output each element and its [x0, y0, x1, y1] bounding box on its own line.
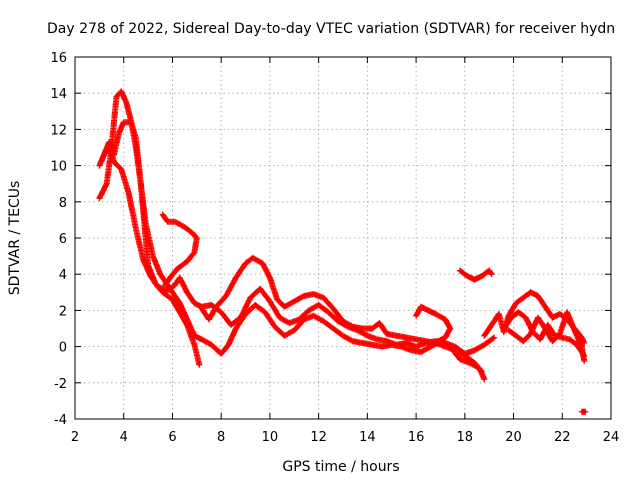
data-series-track-5	[198, 254, 485, 375]
x-tick-label: 4	[120, 430, 128, 445]
x-tick-label: 16	[408, 430, 425, 445]
y-tick-label: 14	[50, 87, 67, 102]
y-tick-label: -2	[54, 377, 67, 392]
data-series-track-10	[505, 309, 588, 365]
x-tick-label: 10	[262, 430, 279, 445]
x-tick-label: 22	[554, 430, 571, 445]
data-series-track-7	[456, 267, 495, 283]
x-tick-label: 6	[168, 430, 176, 445]
data-series-track-6	[413, 303, 454, 348]
y-tick-label: 2	[59, 304, 67, 319]
x-tick-label: 12	[310, 430, 327, 445]
y-tick-label: 12	[50, 123, 67, 138]
x-tick-label: 14	[359, 430, 376, 445]
x-axis-label: GPS time / hours	[282, 459, 399, 475]
x-tick-label: 2	[71, 430, 79, 445]
plot-area	[96, 88, 589, 415]
chart-title: Day 278 of 2022, Sidereal Day-to-day VTE…	[47, 21, 615, 37]
y-tick-label: 16	[50, 51, 67, 66]
x-tick-label: 24	[603, 430, 620, 445]
x-tick-label: 18	[457, 430, 474, 445]
y-axis-label: SDTVAR / TECUs	[7, 181, 23, 296]
y-tick-label: 4	[59, 268, 67, 283]
data-series-track-11	[578, 408, 589, 415]
grid-lines	[75, 57, 611, 419]
data-series-track-2	[96, 88, 488, 383]
y-tick-label: -4	[54, 413, 67, 428]
y-tick-label: 8	[59, 196, 67, 211]
x-tick-label: 8	[217, 430, 225, 445]
x-tick-label: 20	[505, 430, 522, 445]
y-tick-label: 0	[59, 341, 67, 356]
data-series-track-4	[159, 211, 200, 289]
y-tick-label: 6	[59, 232, 67, 247]
y-tick-label: 10	[50, 160, 67, 175]
